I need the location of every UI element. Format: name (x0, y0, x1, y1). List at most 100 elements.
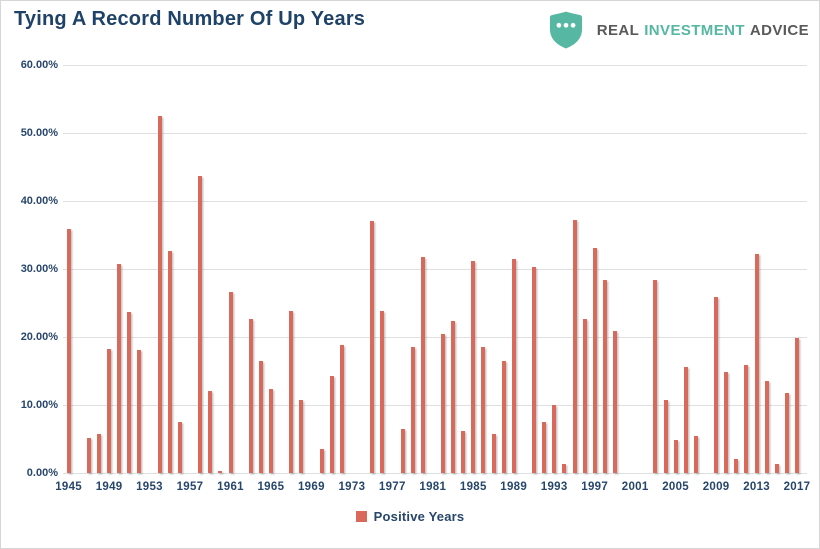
bar-1961 (228, 291, 233, 473)
bar-1999 (612, 330, 617, 473)
bar-1988 (501, 360, 506, 473)
bar-1998 (602, 280, 607, 473)
x-tick-label-2001: 2001 (621, 481, 649, 493)
bar-1997 (592, 247, 597, 473)
y-tick-label-10: 10.00% (20, 398, 58, 411)
bar-1992 (542, 422, 547, 473)
x-tick-label-1969: 1969 (297, 481, 325, 493)
y-tick-label-60: 60.00% (20, 58, 58, 71)
x-tick-label-2005: 2005 (662, 481, 689, 493)
x-tick-label-1957: 1957 (176, 481, 204, 493)
shield-dots-icon (549, 11, 582, 49)
bar-2010 (724, 372, 729, 473)
gridline-50 (63, 132, 807, 134)
bar-1975 (370, 221, 375, 473)
bar-1982 (440, 334, 445, 473)
gridline-40 (63, 200, 807, 202)
bar-2014 (764, 381, 769, 473)
y-tick-label-50: 50.00% (20, 126, 58, 139)
y-tick-label-40: 40.00% (20, 194, 58, 207)
bar-1994 (562, 464, 567, 473)
bar-1964 (258, 361, 263, 473)
legend-swatch-positive-years (355, 511, 367, 522)
x-tick-label-2017: 2017 (783, 481, 811, 493)
x-tick-label-1949: 1949 (95, 481, 123, 493)
bar-1954 (157, 115, 162, 473)
bar-1991 (532, 267, 536, 473)
gridline-10 (63, 404, 807, 406)
x-tick-label-1997: 1997 (581, 481, 609, 493)
x-tick-label-1953: 1953 (136, 481, 163, 493)
x-tick-label-2009: 2009 (702, 481, 730, 493)
bar-2003 (653, 280, 658, 473)
bar-1979 (410, 347, 415, 473)
gridline-30 (63, 268, 807, 270)
bar-1956 (177, 422, 182, 473)
real-investment-advice-logo: REAL INVESTMENT ADVICE (549, 11, 809, 49)
bar-1970 (319, 448, 324, 473)
logo-word-real: REAL (596, 21, 640, 39)
bar-2009 (714, 296, 719, 473)
bar-1976 (380, 311, 385, 473)
bar-1963 (248, 319, 253, 473)
bar-1955 (167, 251, 172, 473)
bar-2012 (744, 364, 749, 473)
bar-2007 (693, 435, 698, 473)
logo-word-investment: INVESTMENT (644, 21, 745, 39)
x-tick-label-1985: 1985 (459, 481, 487, 493)
x-tick-label-1977: 1977 (378, 481, 406, 493)
bar-1945 (66, 229, 71, 473)
bar-1972 (339, 345, 344, 473)
bar-1987 (491, 433, 496, 473)
bar-1986 (481, 347, 486, 473)
bar-1995 (572, 220, 577, 473)
bar-1951 (127, 312, 132, 473)
bar-1952 (137, 349, 142, 473)
bar-2015 (774, 463, 779, 473)
x-tick-label-1973: 1973 (338, 481, 366, 493)
bar-2013 (754, 254, 759, 473)
x-tick-label-1981: 1981 (419, 481, 447, 493)
bar-1993 (552, 405, 557, 473)
logo-word-advice: ADVICE (749, 21, 809, 39)
bar-2011 (734, 458, 739, 473)
bar-1965 (268, 388, 273, 473)
bar-1960 (218, 470, 223, 473)
bar-1985 (471, 260, 476, 473)
gridline-0 (63, 472, 807, 474)
y-tick-label-0: 0.00% (26, 466, 58, 479)
x-tick-label-2013: 2013 (743, 481, 770, 493)
bar-1983 (451, 321, 455, 473)
bar-1984 (461, 431, 466, 473)
bar-1947 (86, 437, 91, 473)
bar-1967 (289, 311, 294, 473)
gridline-60 (63, 64, 807, 66)
bar-1980 (420, 257, 425, 473)
bar-1996 (582, 318, 587, 473)
bar-2017 (795, 337, 799, 473)
bar-1958 (198, 175, 203, 473)
x-tick-label-1993: 1993 (540, 481, 568, 493)
bar-1950 (117, 263, 122, 473)
x-tick-label-1965: 1965 (257, 481, 285, 493)
bar-1989 (511, 258, 516, 473)
bar-1959 (208, 391, 213, 473)
chart-legend: Positive Years (1, 509, 819, 524)
y-tick-label-30: 30.00% (20, 262, 58, 275)
bar-2016 (784, 393, 789, 473)
bar-1971 (329, 376, 334, 473)
bar-2006 (683, 366, 688, 473)
x-tick-label-1945: 1945 (55, 481, 82, 493)
bar-2004 (663, 400, 668, 473)
x-tick-label-1989: 1989 (500, 481, 528, 493)
bar-2005 (673, 440, 678, 473)
gridline-20 (63, 336, 807, 338)
page-title: Tying A Record Number Of Up Years (14, 8, 366, 30)
bar-1949 (107, 348, 112, 473)
bar-1968 (299, 399, 304, 473)
legend-label-positive-years: Positive Years (373, 509, 465, 524)
x-tick-label-1961: 1961 (217, 481, 244, 493)
bar-1978 (400, 428, 405, 473)
